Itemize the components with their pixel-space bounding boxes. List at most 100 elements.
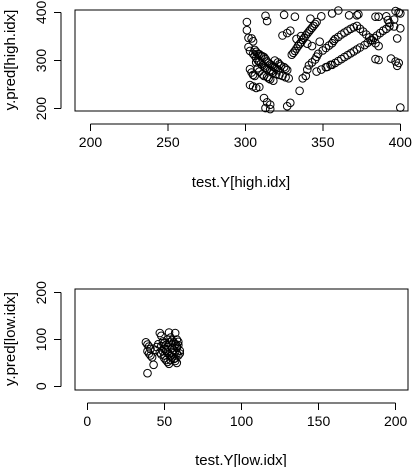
data-point <box>355 24 365 34</box>
data-point <box>251 58 261 67</box>
data-point <box>157 331 166 341</box>
data-point <box>157 341 166 351</box>
data-point <box>279 62 289 72</box>
data-point <box>279 10 289 20</box>
data-point <box>385 22 394 31</box>
x-axis: 0 50 100 150 200 <box>83 402 408 429</box>
data-point <box>334 32 343 42</box>
x-tick-label: 200 <box>384 413 408 429</box>
data-point <box>175 346 185 356</box>
data-point <box>312 17 321 27</box>
data-point <box>254 82 264 92</box>
y-axis: 200 300 400 <box>33 1 62 120</box>
data-point <box>281 64 290 73</box>
data-point <box>385 18 394 28</box>
y-tick-label: 300 <box>33 49 49 73</box>
data-point <box>295 86 304 96</box>
data-point <box>282 65 292 75</box>
y-tick-label: 100 <box>33 328 49 352</box>
data-point <box>261 11 270 21</box>
data-point <box>303 65 312 74</box>
data-point <box>146 344 155 354</box>
data-points <box>141 328 185 378</box>
data-point <box>267 66 277 76</box>
y-tick-label: 200 <box>33 281 49 305</box>
data-point <box>245 46 255 56</box>
data-point <box>361 30 371 39</box>
data-point <box>372 31 382 40</box>
x-tick-label: 0 <box>83 413 91 429</box>
data-point <box>290 46 300 56</box>
data-point <box>143 340 152 349</box>
x-tick-label: 200 <box>79 134 103 150</box>
data-point <box>146 351 155 360</box>
data-point <box>269 76 278 85</box>
x-tick-label: 350 <box>311 134 335 150</box>
data-point <box>344 11 354 20</box>
data-point <box>354 10 363 19</box>
data-point <box>160 351 169 360</box>
scatter-plot-high: 200 250 300 350 400 200 300 400 test.Y[high.id… <box>2 1 412 191</box>
data-point <box>310 19 320 29</box>
scatter-plot-low: 0 50 100 150 200 0 100 200 test.Y[low.idx] y.p… <box>2 281 409 467</box>
x-tick-label: 150 <box>307 413 331 429</box>
x-tick-label: 250 <box>156 134 180 150</box>
x-tick-label: 100 <box>230 413 254 429</box>
x-axis-title: test.Y[low.idx] <box>195 452 287 467</box>
data-point <box>371 12 380 22</box>
data-point <box>394 58 404 68</box>
data-point <box>307 41 317 51</box>
data-point <box>296 31 306 41</box>
data-point <box>352 11 362 20</box>
data-points <box>242 6 405 114</box>
data-point <box>143 368 152 378</box>
data-point <box>321 62 331 72</box>
data-point <box>282 28 292 38</box>
data-point <box>292 44 301 53</box>
data-point <box>163 335 172 344</box>
y-axis: 0 100 200 <box>33 281 62 390</box>
data-point <box>392 34 402 43</box>
data-point <box>318 46 328 55</box>
data-point <box>248 49 258 59</box>
data-point <box>363 38 373 48</box>
data-point <box>262 16 272 26</box>
x-axis: 200 250 300 350 400 <box>79 123 412 150</box>
data-point <box>259 93 269 103</box>
data-point <box>396 103 405 112</box>
data-point <box>307 58 317 67</box>
data-point <box>396 9 405 18</box>
data-point <box>170 328 180 338</box>
data-point <box>375 28 385 38</box>
data-point <box>242 17 252 27</box>
x-axis-title: test.Y[high.idx] <box>192 174 290 191</box>
data-point <box>315 37 325 47</box>
x-tick-label: 300 <box>234 134 258 150</box>
data-point <box>259 62 269 71</box>
data-point <box>326 60 335 70</box>
data-point <box>278 31 287 40</box>
data-point <box>289 48 298 58</box>
data-point <box>334 6 343 15</box>
data-point <box>250 51 259 61</box>
data-point <box>262 72 272 82</box>
data-point <box>275 60 284 69</box>
data-point <box>369 33 379 43</box>
data-point <box>174 337 183 347</box>
data-point <box>286 26 295 36</box>
data-point <box>262 98 272 107</box>
data-point <box>304 61 314 70</box>
data-point <box>352 21 362 31</box>
data-point <box>149 360 158 370</box>
data-point <box>327 38 337 48</box>
data-point <box>264 74 273 83</box>
plot-frame <box>74 9 409 112</box>
data-point <box>248 37 258 46</box>
data-point <box>172 335 182 344</box>
data-point <box>324 41 334 50</box>
plot-frame <box>74 288 409 391</box>
data-point <box>366 36 376 45</box>
data-point <box>284 74 294 83</box>
data-point <box>317 11 326 21</box>
data-point <box>170 356 180 366</box>
